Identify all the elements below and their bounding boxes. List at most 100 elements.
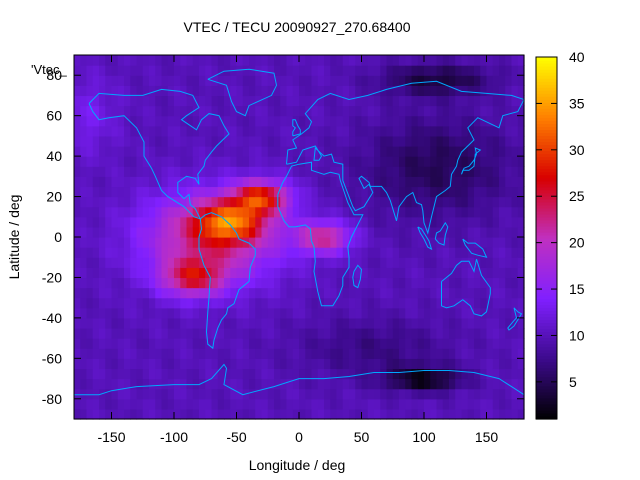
heatmap-cell: [442, 338, 450, 349]
heatmap-cell: [455, 115, 463, 127]
heatmap-cell: [449, 166, 456, 177]
heatmap-cell: [99, 156, 106, 167]
heatmap-cell: [486, 408, 494, 420]
heatmap-cell: [280, 75, 288, 86]
heatmap-cell: [180, 297, 188, 309]
heatmap-cell: [217, 328, 225, 339]
heatmap-cell: [217, 277, 225, 289]
heatmap-cell: [430, 85, 438, 97]
heatmap-cell: [405, 287, 413, 299]
heatmap-cell: [155, 368, 163, 380]
heatmap-cell: [330, 378, 338, 390]
heatmap-cell: [430, 226, 438, 238]
heatmap-cell: [224, 176, 231, 188]
heatmap-cell: [180, 216, 188, 228]
heatmap-cell: [217, 388, 225, 400]
heatmap-cell: [217, 378, 225, 390]
heatmap-cell: [355, 267, 363, 279]
heatmap-cell: [155, 317, 163, 329]
heatmap-cell: [311, 317, 319, 329]
heatmap-cell: [299, 388, 306, 400]
heatmap-cell: [211, 277, 219, 289]
heatmap-cell: [492, 166, 500, 177]
heatmap-cell: [349, 65, 356, 76]
heatmap-cell: [255, 216, 263, 228]
heatmap-cell: [136, 166, 144, 177]
heatmap-cell: [267, 297, 275, 309]
heatmap-cell: [367, 146, 375, 157]
heatmap-cell: [192, 105, 200, 117]
heatmap-cell: [517, 156, 525, 167]
heatmap-cell: [230, 237, 238, 248]
heatmap-cell: [261, 216, 269, 228]
heatmap-cell: [480, 297, 488, 309]
heatmap-cell: [267, 95, 275, 107]
heatmap-cell: [174, 378, 181, 390]
heatmap-cell: [142, 328, 150, 339]
heatmap-cell: [424, 257, 431, 268]
heatmap-cell: [486, 358, 494, 370]
heatmap-cell: [192, 65, 200, 76]
heatmap-cell: [80, 287, 88, 299]
heatmap-cell: [167, 166, 175, 177]
heatmap-cell: [174, 408, 181, 420]
heatmap-cell: [430, 388, 438, 400]
heatmap-cell: [217, 156, 225, 167]
heatmap-cell: [242, 196, 250, 208]
heatmap-cell: [417, 115, 425, 127]
heatmap-cell: [461, 146, 469, 157]
heatmap-cell: [486, 388, 494, 400]
heatmap-cell: [86, 388, 94, 400]
heatmap-cell: [480, 408, 488, 420]
heatmap-cell: [474, 105, 481, 117]
coastline-south-america: [198, 212, 256, 350]
heatmap-cell: [324, 277, 331, 289]
heatmap-cell: [405, 247, 413, 258]
heatmap-cell: [92, 277, 100, 289]
heatmap-cell: [311, 368, 319, 380]
heatmap-cell: [405, 307, 413, 319]
heatmap-cell: [142, 216, 150, 228]
heatmap-cell: [311, 237, 319, 248]
heatmap-cell: [474, 267, 481, 279]
heatmap-cell: [167, 125, 175, 137]
heatmap-cell: [155, 257, 163, 268]
heatmap-cell: [130, 146, 138, 157]
heatmap-cell: [180, 388, 188, 400]
heatmap-cell: [330, 368, 338, 380]
heatmap-cell: [174, 328, 181, 339]
heatmap-cell: [111, 247, 119, 258]
heatmap-cell: [205, 125, 213, 137]
heatmap-cell: [330, 338, 338, 349]
colorbar-segment: [536, 105, 557, 109]
heatmap-cell: [186, 75, 194, 86]
heatmap-cell: [486, 196, 494, 208]
heatmap-cell: [392, 206, 400, 218]
heatmap-cell: [311, 226, 319, 238]
heatmap-cell: [380, 277, 388, 289]
heatmap-cell: [174, 146, 181, 157]
heatmap-cell: [136, 408, 144, 420]
heatmap-cell: [274, 146, 281, 157]
heatmap-cell: [374, 398, 381, 410]
heatmap-cell: [474, 237, 481, 248]
heatmap-cell: [236, 378, 244, 390]
heatmap-cell: [136, 388, 144, 400]
heatmap-cell: [317, 307, 325, 319]
heatmap-cell: [86, 186, 94, 198]
heatmap-cell: [392, 216, 400, 228]
heatmap-cell: [199, 95, 206, 107]
heatmap-cell: [486, 115, 494, 127]
heatmap-cell: [224, 75, 231, 86]
heatmap-cell: [480, 206, 488, 218]
heatmap-cell: [430, 348, 438, 359]
heatmap-cell: [417, 55, 425, 66]
heatmap-cell: [511, 75, 519, 86]
heatmap-cell: [99, 408, 106, 420]
heatmap-cell: [517, 146, 525, 157]
heatmap-cell: [355, 388, 363, 400]
heatmap-cell: [342, 297, 350, 309]
heatmap-cell: [155, 156, 163, 167]
heatmap-cell: [136, 247, 144, 258]
heatmap-cell: [361, 257, 369, 268]
